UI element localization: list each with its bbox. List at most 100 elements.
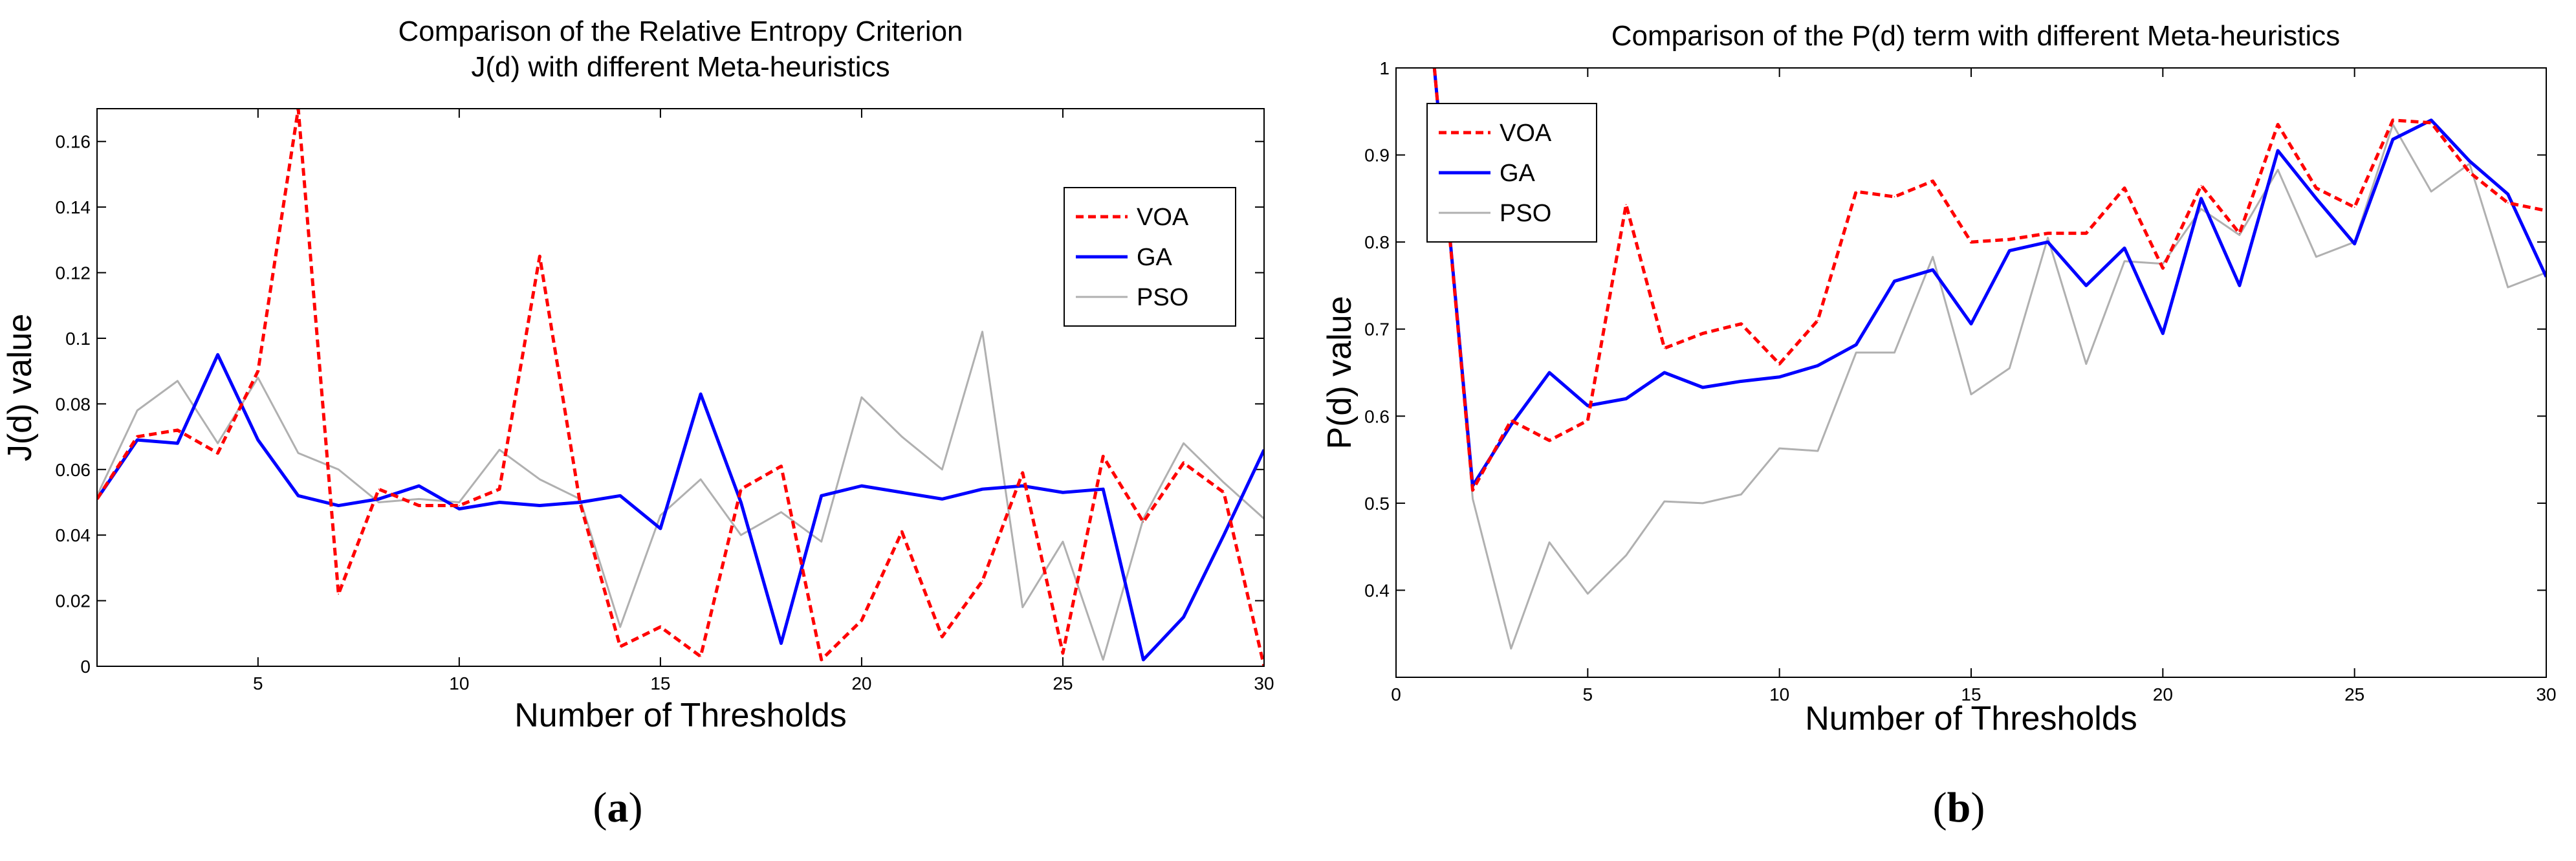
data-point-pso	[1702, 503, 1703, 504]
data-point-voa	[1183, 462, 1184, 464]
y-axis-label: P(d) value	[1321, 296, 1359, 450]
data-point-pso	[1970, 393, 1972, 395]
data-point-pso	[2047, 237, 2049, 239]
data-point-pso	[338, 468, 340, 470]
data-point-pso	[1664, 501, 1665, 502]
data-point-ga	[820, 495, 822, 497]
data-point-voa	[2277, 124, 2278, 125]
data-point-pso	[378, 501, 380, 503]
y-tick-label: 0.12	[56, 263, 91, 283]
data-point-ga	[499, 501, 500, 503]
data-point-ga	[177, 442, 179, 444]
data-point-voa	[1021, 472, 1023, 474]
data-point-voa	[981, 580, 983, 582]
y-tick-label: 0.1	[65, 329, 91, 349]
data-point-pso	[1472, 498, 1474, 499]
data-point-ga	[740, 501, 742, 503]
data-point-ga	[2353, 243, 2355, 245]
data-point-voa	[780, 465, 782, 467]
data-point-voa	[1817, 320, 1818, 322]
data-point-ga	[941, 498, 943, 500]
data-point-pso	[2124, 260, 2125, 262]
y-tick-label: 0.16	[56, 132, 91, 152]
data-point-ga	[1142, 659, 1144, 660]
data-point-pso	[217, 442, 219, 444]
data-point-pso	[2507, 287, 2509, 288]
legend-label-voa: VOA	[1500, 120, 1552, 147]
series-line-voa	[97, 109, 1264, 666]
series-line-ga	[97, 353, 1264, 662]
data-point-voa	[1625, 204, 1627, 206]
x-tick-label: 15	[1961, 684, 1981, 704]
data-point-ga	[459, 508, 460, 510]
data-point-pso	[2200, 208, 2202, 210]
legend-label-ga: GA	[1137, 244, 1173, 271]
x-axis-label: Number of Thresholds	[1805, 700, 2137, 737]
chart-b: Comparison of the P(d) term with differe…	[1321, 20, 2557, 831]
chart-title: Comparison of the Relative Entropy Crite…	[398, 16, 963, 47]
y-tick-label: 0.08	[56, 394, 91, 414]
data-point-voa	[2392, 119, 2394, 121]
data-point-pso	[499, 449, 500, 451]
panel-caption: (b)	[1933, 784, 1985, 831]
data-point-voa	[499, 488, 500, 490]
data-point-ga	[2239, 285, 2240, 287]
data-point-ga	[2200, 198, 2202, 199]
data-point-voa	[1472, 489, 1474, 491]
x-tick-label: 30	[1254, 673, 1274, 693]
data-point-ga	[619, 495, 621, 497]
y-tick-label: 0.02	[56, 591, 91, 611]
x-tick-label: 25	[2344, 684, 2364, 704]
y-tick-label: 0	[80, 657, 91, 677]
data-point-ga	[2507, 193, 2509, 195]
x-tick-label: 15	[650, 673, 670, 693]
data-point-ga	[1664, 372, 1665, 373]
data-point-voa	[2469, 171, 2471, 173]
data-point-ga	[338, 505, 340, 507]
x-tick-label: 20	[851, 673, 871, 693]
data-point-pso	[700, 479, 701, 480]
chart-title: J(d) with different Meta-heuristics	[471, 51, 890, 83]
y-tick-label: 0.6	[1364, 406, 1390, 426]
data-point-pso	[1549, 541, 1550, 543]
data-point-voa	[2200, 184, 2202, 186]
data-point-pso	[740, 534, 742, 536]
data-point-voa	[1970, 241, 1972, 243]
data-point-pso	[660, 514, 661, 516]
data-point-ga	[1511, 424, 1512, 426]
data-point-pso	[780, 511, 782, 513]
data-point-voa	[2086, 232, 2087, 234]
legend-label-pso: PSO	[1500, 200, 1551, 227]
data-point-voa	[861, 620, 862, 621]
data-point-voa	[660, 626, 661, 627]
y-tick-label: 0.06	[56, 460, 91, 480]
data-point-ga	[2086, 285, 2087, 287]
data-point-ga	[1817, 365, 1818, 367]
data-point-voa	[1664, 347, 1665, 349]
data-point-voa	[2507, 202, 2509, 204]
data-point-ga	[2469, 160, 2471, 162]
data-point-voa	[2124, 187, 2125, 189]
data-point-ga	[660, 528, 661, 529]
data-point-ga	[1932, 269, 1934, 271]
data-point-ga	[1549, 372, 1550, 373]
data-point-ga	[1740, 380, 1742, 382]
data-point-pso	[1894, 352, 1895, 353]
y-tick-label: 0.14	[56, 197, 91, 217]
x-tick-label: 10	[449, 673, 469, 693]
data-point-pso	[619, 626, 621, 627]
data-point-voa	[1932, 180, 1934, 182]
x-tick-label: 5	[253, 673, 263, 693]
data-point-pso	[1511, 648, 1512, 649]
series-line-voa	[1432, 68, 2546, 492]
chart-a: Comparison of the Relative Entropy Crite…	[1, 16, 1274, 831]
data-point-pso	[2009, 367, 2011, 369]
data-point-voa	[2353, 206, 2355, 208]
data-point-voa	[257, 370, 259, 372]
data-point-ga	[2162, 332, 2164, 334]
legend-label-pso: PSO	[1137, 284, 1188, 311]
data-point-voa	[2315, 187, 2317, 189]
x-tick-label: 20	[2153, 684, 2173, 704]
data-point-pso	[257, 376, 259, 378]
data-point-ga	[1778, 376, 1780, 378]
